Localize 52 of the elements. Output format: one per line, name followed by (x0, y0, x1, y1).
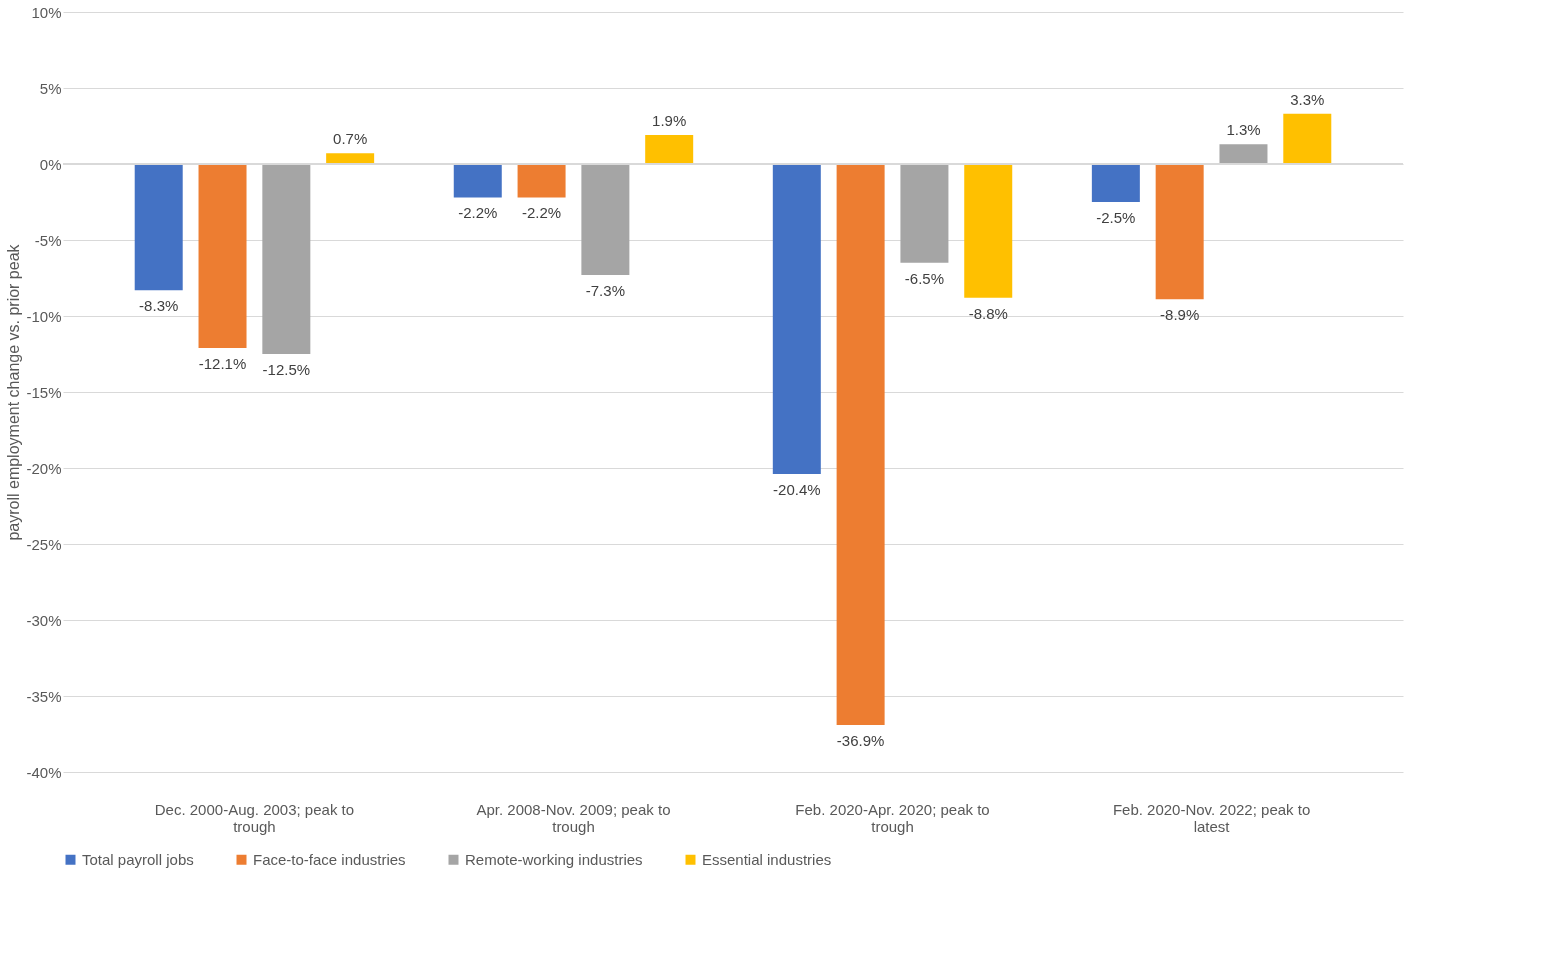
data-label: -12.1% (198, 354, 247, 372)
y-tick-label: -40% (26, 763, 62, 781)
x-tick-label: Feb. 2020-Nov. 2022; peak to latest (1112, 800, 1311, 835)
y-tick-label: 0% (39, 155, 62, 173)
y-axis-title: payroll employment change vs. prior peak (5, 243, 23, 541)
bar (1155, 164, 1204, 300)
data-label: -12.5% (262, 361, 311, 378)
y-tick-label: -25% (26, 535, 62, 553)
y-tick-label: -5% (34, 231, 62, 249)
bar (1283, 113, 1332, 164)
bar (836, 164, 885, 725)
y-tick-label: -30% (26, 611, 62, 629)
x-tick-label: Dec. 2000-Aug. 2003; peak to trough (154, 800, 355, 835)
bar (326, 153, 375, 164)
y-tick-label: -35% (26, 687, 62, 705)
data-label: -2.2% (458, 204, 498, 222)
bar (1091, 164, 1140, 202)
data-label: -20.4% (773, 481, 821, 499)
data-label: 0.7% (333, 130, 368, 148)
legend-label: Total payroll jobs (82, 850, 194, 868)
legend-label: Essential industries (702, 850, 832, 868)
data-label: 1.9% (652, 112, 687, 130)
data-label: -8.8% (968, 304, 1008, 322)
bar (900, 164, 949, 263)
bar (262, 164, 311, 354)
data-label: -7.3% (585, 281, 625, 299)
y-tick-label: -15% (26, 383, 62, 401)
y-tick-label: 10% (31, 3, 62, 21)
y-tick-label: 5% (39, 79, 62, 97)
data-label: 3.3% (1290, 90, 1325, 108)
data-label: -8.9% (1160, 306, 1200, 324)
bar (134, 164, 183, 291)
y-tick-label: -20% (26, 459, 62, 477)
data-label: -2.2% (521, 204, 562, 222)
bar (772, 164, 821, 475)
data-label: -8.3% (139, 297, 179, 315)
bar (581, 164, 630, 275)
bar (964, 164, 1013, 298)
data-label: -2.5% (1096, 209, 1136, 226)
data-label: 1.3% (1226, 121, 1261, 139)
x-tick-label: Feb. 2020-Apr. 2020; peak to trough (795, 800, 990, 835)
bar (645, 135, 694, 164)
bar (453, 164, 502, 198)
data-label: -6.5% (904, 269, 945, 287)
y-tick-label: -10% (26, 307, 62, 325)
legend-label: Face-to-face industries (253, 850, 406, 868)
legend-label: Remote-working industries (465, 850, 643, 868)
x-tick-label: Apr. 2008-Nov. 2009; peak to trough (476, 800, 671, 835)
bar (1219, 144, 1268, 164)
bar (517, 164, 566, 198)
data-label: -36.9% (836, 731, 885, 749)
bar (198, 164, 247, 348)
